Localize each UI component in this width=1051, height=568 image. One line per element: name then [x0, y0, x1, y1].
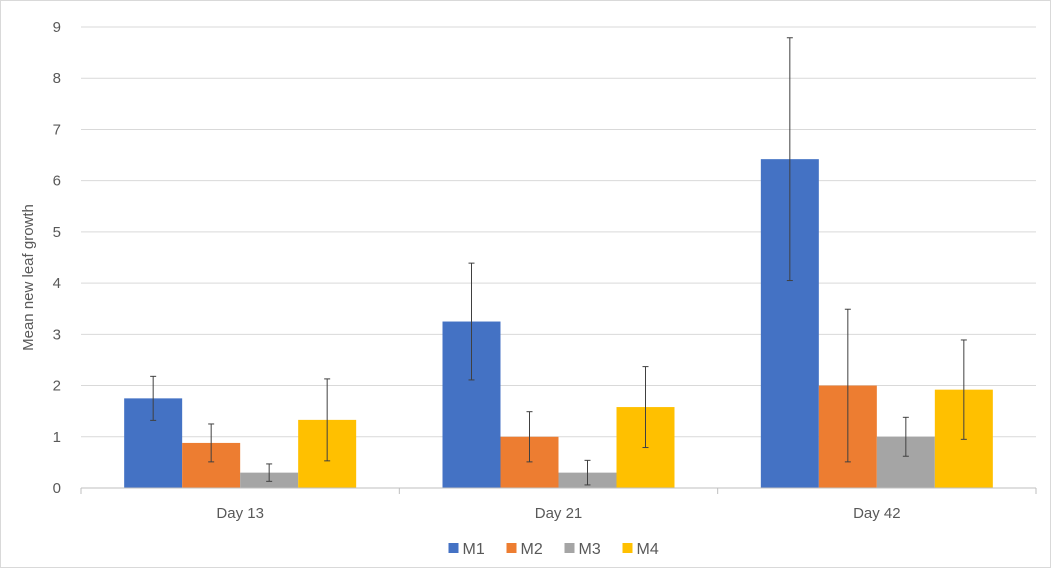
legend-item-m4: M4 — [622, 541, 659, 558]
legend-label: M1 — [463, 541, 485, 558]
legend-label: M2 — [521, 541, 543, 558]
legend-label: M4 — [637, 541, 659, 558]
legend-swatch — [622, 543, 633, 553]
y-tick-label: 5 — [53, 224, 61, 241]
legend: M1 M2 M3 M4 — [448, 541, 659, 558]
grid-layer — [81, 26, 1036, 438]
error-bar-m1 — [468, 262, 475, 381]
y-tick-label: 6 — [53, 173, 61, 190]
y-tick-label: 3 — [53, 326, 61, 343]
bars-layer — [124, 159, 993, 489]
error-bar-m1 — [150, 375, 157, 421]
error-bar-m3 — [902, 416, 909, 457]
legend-item-m1: M1 — [448, 541, 485, 558]
y-tick-label: 2 — [53, 378, 61, 395]
error-bars-layer — [150, 37, 967, 486]
legend-label: M3 — [579, 541, 601, 558]
axes-layer: 0 1 2 3 4 5 6 7 8 9 Day 13 Day 21 Day 42 — [53, 19, 1037, 522]
error-bar-m2 — [844, 308, 851, 463]
x-tick-label: Day 42 — [853, 505, 901, 522]
error-bar-m4 — [642, 366, 649, 449]
y-tick-label: 9 — [53, 19, 61, 36]
y-tick-label: 7 — [53, 121, 61, 138]
x-tick-label: Day 13 — [216, 505, 264, 522]
y-axis-title: Mean new leaf growth — [20, 204, 37, 351]
legend-swatch — [564, 543, 575, 553]
error-bar-m2 — [208, 423, 215, 463]
x-tick-label: Day 21 — [535, 505, 583, 522]
legend-swatch — [506, 543, 517, 553]
legend-item-m2: M2 — [506, 541, 543, 558]
error-bar-m3 — [584, 459, 591, 486]
error-bar-m2 — [526, 411, 533, 463]
y-tick-label: 0 — [53, 480, 61, 497]
legend-swatch — [448, 543, 459, 553]
y-tick-label: 1 — [53, 429, 61, 446]
y-tick-label: 4 — [53, 275, 61, 292]
y-tick-label: 8 — [53, 70, 61, 87]
legend-item-m3: M3 — [564, 541, 601, 558]
error-bar-m4 — [960, 339, 967, 440]
error-bar-m1 — [786, 37, 793, 282]
error-bar-m3 — [266, 463, 273, 482]
error-bar-m4 — [324, 378, 331, 462]
